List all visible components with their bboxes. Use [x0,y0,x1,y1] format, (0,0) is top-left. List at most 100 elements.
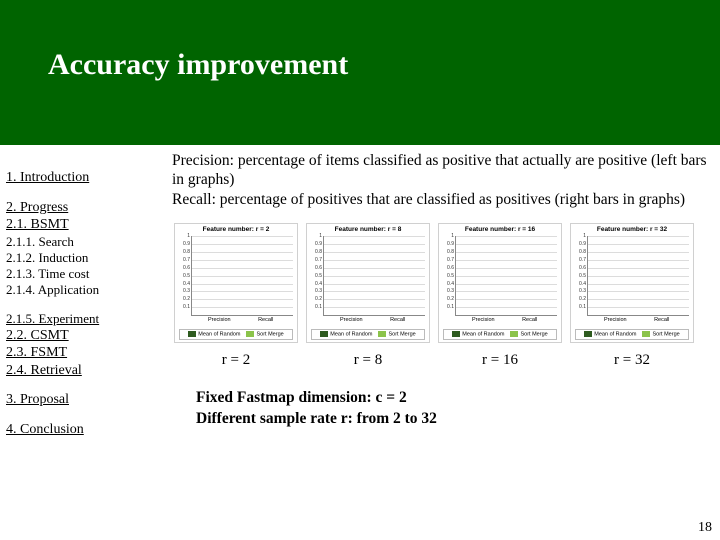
gridline [588,284,689,285]
gridline [324,260,425,261]
ytick-label: 0.7 [183,257,192,263]
ytick-label: 0.1 [579,304,588,310]
ytick-label: 0.9 [579,241,588,247]
gridline [324,268,425,269]
sidebar-item[interactable]: 2.1.4. Application [6,282,166,298]
sidebar-item[interactable]: 2.2. CSMT [6,327,166,345]
recall-definition: Recall: percentage of positives that are… [172,190,712,209]
gridline [456,284,557,285]
legend-swatch [246,331,254,337]
sidebar-item[interactable]: 2.1.1. Search [6,234,166,250]
sidebar-item[interactable]: 3. Proposal [6,391,166,409]
sidebar-item[interactable]: 4. Conclusion [6,421,166,439]
sidebar-item[interactable]: 2. Progress [6,199,166,217]
gridline [192,276,293,277]
gridline [456,252,557,253]
ytick-label: 0.4 [447,280,456,286]
legend-swatch [320,331,328,337]
sidebar-item[interactable]: 1. Introduction [6,169,166,187]
gridline [588,260,689,261]
chart-caption: r = 16 [438,351,562,370]
ytick-label: 0.5 [447,273,456,279]
chart-plot: 0.10.20.30.40.50.60.70.80.91PrecisionRec… [587,236,689,316]
gridline [456,244,557,245]
legend-swatch [188,331,196,337]
captions-row: r = 2r = 8r = 16r = 32 [174,351,712,370]
chart-legend: Mean of Random Sort Merge [575,329,689,340]
chart-plot: 0.10.20.30.40.50.60.70.80.91PrecisionRec… [191,236,293,316]
gridline [192,236,293,237]
legend-swatch [510,331,518,337]
ytick-label: 0.5 [183,273,192,279]
xcat-label: Precision [592,317,638,324]
gridline [324,284,425,285]
gridline [192,268,293,269]
precision-definition: Precision: percentage of items classifie… [172,151,712,190]
chart-plot: 0.10.20.30.40.50.60.70.80.91PrecisionRec… [455,236,557,316]
ytick-label: 0.6 [183,265,192,271]
ytick-label: 0.9 [315,241,324,247]
ytick-label: 0.7 [315,257,324,263]
ytick-label: 1 [583,233,588,239]
sidebar-item[interactable]: 2.4. Retrieval [6,362,166,380]
xcat-label: Precision [460,317,506,324]
legend-item: Sort Merge [510,331,547,338]
ytick-label: 0.9 [183,241,192,247]
chart-title: Feature number: r = 2 [175,226,297,234]
sidebar-item[interactable]: 2.1.3. Time cost [6,266,166,282]
ytick-label: 0.1 [183,304,192,310]
gridline [192,284,293,285]
legend-label: Mean of Random [594,331,636,337]
gridline [456,260,557,261]
gridline [456,307,557,308]
gridline [588,291,689,292]
sidebar-item[interactable]: 2.1.2. Induction [6,250,166,266]
gridline [192,260,293,261]
main-content: Precision: percentage of items classifie… [172,151,712,430]
ytick-label: 0.2 [183,296,192,302]
bar-chart: Feature number: r = 320.10.20.30.40.50.6… [570,223,694,343]
xcat-label: Recall [243,317,289,324]
sidebar-item[interactable]: 2.3. FSMT [6,344,166,362]
ytick-label: 1 [451,233,456,239]
ytick-label: 0.6 [315,265,324,271]
footer-line-1: Fixed Fastmap dimension: c = 2 [196,388,712,409]
sidebar-item[interactable]: 2.1. BSMT [6,216,166,234]
ytick-label: 0.4 [183,280,192,286]
chart-legend: Mean of RandomSort Merge [311,329,425,340]
ytick-label: 0.3 [183,288,192,294]
ytick-label: 0.7 [579,257,588,263]
gridline [192,299,293,300]
gridline [192,291,293,292]
ytick-label: 0.8 [315,249,324,255]
ytick-label: 0.3 [315,288,324,294]
ytick-label: 0.7 [447,257,456,263]
chart-caption: r = 32 [570,351,694,370]
bottom-text: Fixed Fastmap dimension: c = 2 Different… [196,388,712,430]
charts-row: Feature number: r = 20.10.20.30.40.50.60… [174,223,712,343]
xcat-label: Precision [328,317,374,324]
gridline [192,307,293,308]
legend-swatch [584,331,592,337]
legend-item: Mean of Random [584,331,636,338]
legend-item: Sort Merge [246,331,283,338]
gridline [324,236,425,237]
xcat-label: Recall [507,317,553,324]
ytick-label: 0.8 [447,249,456,255]
ytick-label: 0.3 [579,288,588,294]
chart-title: Feature number: r = 16 [439,226,561,234]
legend-label: Sort Merge [652,331,679,337]
gridline [588,244,689,245]
legend-swatch [452,331,460,337]
ytick-label: 0.3 [447,288,456,294]
legend-swatch [642,331,650,337]
ytick-label: 0.6 [579,265,588,271]
gridline [456,291,557,292]
gridline [588,268,689,269]
slide-body: 1. Introduction 2. Progress2.1. BSMT2.1.1… [0,145,720,540]
legend-label: Mean of Random [462,331,504,337]
gridline [324,252,425,253]
chart-caption: r = 2 [174,351,298,370]
sidebar-item[interactable]: 2.1.5. Experiment [6,311,166,327]
legend-label: Sort Merge [256,331,283,337]
